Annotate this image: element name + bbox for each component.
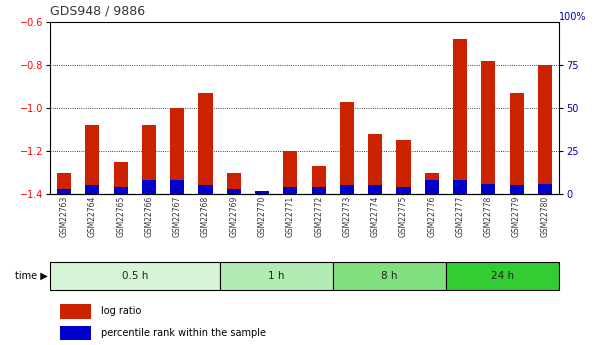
Bar — [311, 187, 326, 194]
Text: GDS948 / 9886: GDS948 / 9886 — [50, 4, 145, 17]
Bar — [220, 262, 333, 290]
Bar — [311, 166, 326, 194]
Text: GSM22770: GSM22770 — [258, 195, 267, 237]
Text: GSM22773: GSM22773 — [343, 195, 352, 237]
Bar — [397, 140, 410, 194]
Bar — [453, 180, 467, 194]
Bar — [255, 190, 269, 194]
Bar — [453, 39, 467, 194]
Bar — [425, 180, 439, 194]
Text: GSM22778: GSM22778 — [484, 195, 493, 237]
Bar — [368, 185, 382, 194]
Bar — [198, 185, 213, 194]
Bar — [283, 187, 297, 194]
Bar — [60, 304, 91, 318]
Bar — [142, 180, 156, 194]
Bar — [481, 61, 495, 194]
Bar — [114, 187, 128, 194]
Bar — [340, 185, 354, 194]
Bar — [510, 93, 523, 194]
Bar — [333, 262, 446, 290]
Text: GSM22768: GSM22768 — [201, 195, 210, 237]
Text: 1 h: 1 h — [268, 271, 284, 281]
Bar — [85, 185, 100, 194]
Bar — [170, 180, 185, 194]
Bar — [57, 172, 71, 194]
Bar — [481, 184, 495, 194]
Text: GSM22771: GSM22771 — [286, 195, 295, 237]
Text: GSM22769: GSM22769 — [230, 195, 239, 237]
Bar — [340, 101, 354, 194]
Text: GSM22764: GSM22764 — [88, 195, 97, 237]
Text: GSM22774: GSM22774 — [371, 195, 380, 237]
Bar — [538, 65, 552, 194]
Bar — [368, 134, 382, 194]
Bar — [397, 187, 410, 194]
Bar — [227, 189, 241, 194]
Text: GSM22779: GSM22779 — [512, 195, 521, 237]
Text: GSM22767: GSM22767 — [172, 195, 182, 237]
Bar — [510, 185, 523, 194]
Bar — [57, 189, 71, 194]
Bar — [283, 151, 297, 194]
Bar — [142, 125, 156, 194]
Text: time ▶: time ▶ — [15, 271, 48, 281]
Text: 24 h: 24 h — [491, 271, 514, 281]
Text: GSM22780: GSM22780 — [540, 195, 549, 237]
Text: 8 h: 8 h — [381, 271, 398, 281]
Text: GSM22777: GSM22777 — [456, 195, 465, 237]
Bar — [85, 125, 100, 194]
Text: GSM22763: GSM22763 — [59, 195, 69, 237]
Bar — [198, 93, 213, 194]
Text: GSM22775: GSM22775 — [399, 195, 408, 237]
Text: percentile rank within the sample: percentile rank within the sample — [101, 328, 266, 338]
Text: GSM22766: GSM22766 — [144, 195, 153, 237]
Text: GSM22772: GSM22772 — [314, 195, 323, 237]
Bar — [50, 262, 220, 290]
Text: GSM22776: GSM22776 — [427, 195, 436, 237]
Bar — [425, 172, 439, 194]
Bar — [60, 326, 91, 340]
Text: log ratio: log ratio — [101, 306, 141, 316]
Bar — [114, 162, 128, 194]
Bar — [170, 108, 185, 194]
Text: GSM22765: GSM22765 — [116, 195, 125, 237]
Bar — [538, 184, 552, 194]
Text: 0.5 h: 0.5 h — [121, 271, 148, 281]
Bar — [227, 172, 241, 194]
Text: 100%: 100% — [559, 12, 587, 22]
Bar — [446, 262, 559, 290]
